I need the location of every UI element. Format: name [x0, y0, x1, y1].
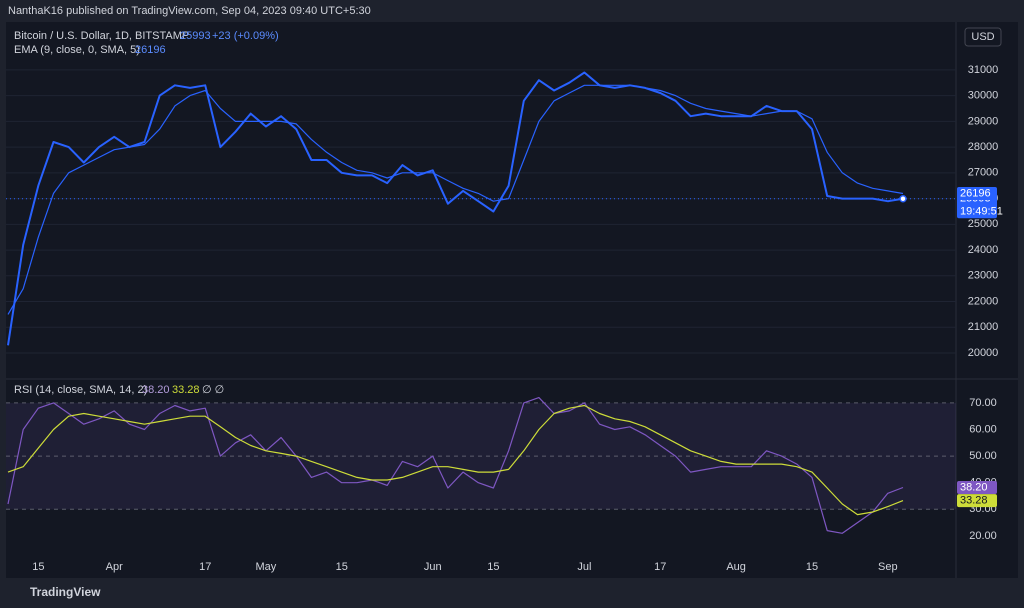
series-line: [7, 84, 904, 315]
y-tick-label: 25000: [968, 218, 999, 230]
chart-area: [6, 22, 1018, 578]
y-tick-label: 21000: [968, 321, 999, 333]
x-tick-label: 17: [654, 561, 666, 573]
x-tick-label: Aug: [726, 561, 746, 573]
symbol-title: Bitcoin / U.S. Dollar, 1D, BITSTAMP: [14, 30, 189, 42]
y-tick-label: 22000: [968, 295, 999, 307]
y-tick-label: 28000: [968, 141, 999, 153]
axis-value-box: [957, 480, 997, 494]
series-line: [7, 71, 904, 346]
currency: USD: [971, 31, 994, 43]
x-tick-label: Jul: [577, 561, 591, 573]
y-tick-label: 24000: [968, 244, 999, 256]
x-tick-label: 15: [32, 561, 44, 573]
publisher: NanthaK16 published on TradingView.com, …: [8, 5, 371, 17]
rsi-title: RSI (14, close, SMA, 14, 2): [14, 384, 147, 396]
y-tick-label: 30000: [968, 90, 999, 102]
y-tick-label: 23000: [968, 270, 999, 282]
countdown: 19:49:51: [960, 206, 1003, 218]
x-tick-label: Jun: [424, 561, 442, 573]
axis-value-box: [957, 187, 997, 201]
x-tick-label: Sep: [878, 561, 898, 573]
rsi-last: 38.20: [142, 384, 170, 396]
last-price: 25993: [180, 30, 211, 42]
axis-value-label: 33.28: [960, 494, 988, 506]
ema-title: EMA (9, close, 0, SMA, 5): [14, 44, 140, 56]
y-tick-label: 70.00: [969, 397, 997, 409]
y-tick-label: 20.00: [969, 530, 997, 542]
y-tick-label: 60.00: [969, 423, 997, 435]
rsi-sma-last: 33.28: [172, 384, 200, 396]
series-line: [7, 404, 904, 516]
y-tick-label: 20000: [968, 347, 999, 359]
ema-last: 26196: [135, 44, 166, 56]
axis-value-box: [957, 494, 997, 508]
last-point: [899, 195, 907, 203]
y-tick-label: 31000: [968, 64, 999, 76]
currency-box: [964, 27, 1002, 47]
x-tick-label: 17: [199, 561, 211, 573]
y-tick-label: 29000: [968, 115, 999, 127]
x-tick-label: 15: [806, 561, 818, 573]
x-tick-label: 15: [336, 561, 348, 573]
y-tick-label: 27000: [968, 167, 999, 179]
axis-value-label: 26196: [960, 187, 991, 199]
x-tick-label: Apr: [106, 561, 123, 573]
brand: TradingView: [30, 585, 101, 599]
price-change: +23 (+0.09%): [212, 30, 279, 42]
rsi-extra: ∅ ∅: [202, 384, 224, 396]
x-tick-label: May: [255, 561, 276, 573]
axis-value-label: 38.20: [960, 481, 988, 493]
y-tick-label: 50.00: [969, 450, 997, 462]
x-tick-label: 15: [487, 561, 499, 573]
